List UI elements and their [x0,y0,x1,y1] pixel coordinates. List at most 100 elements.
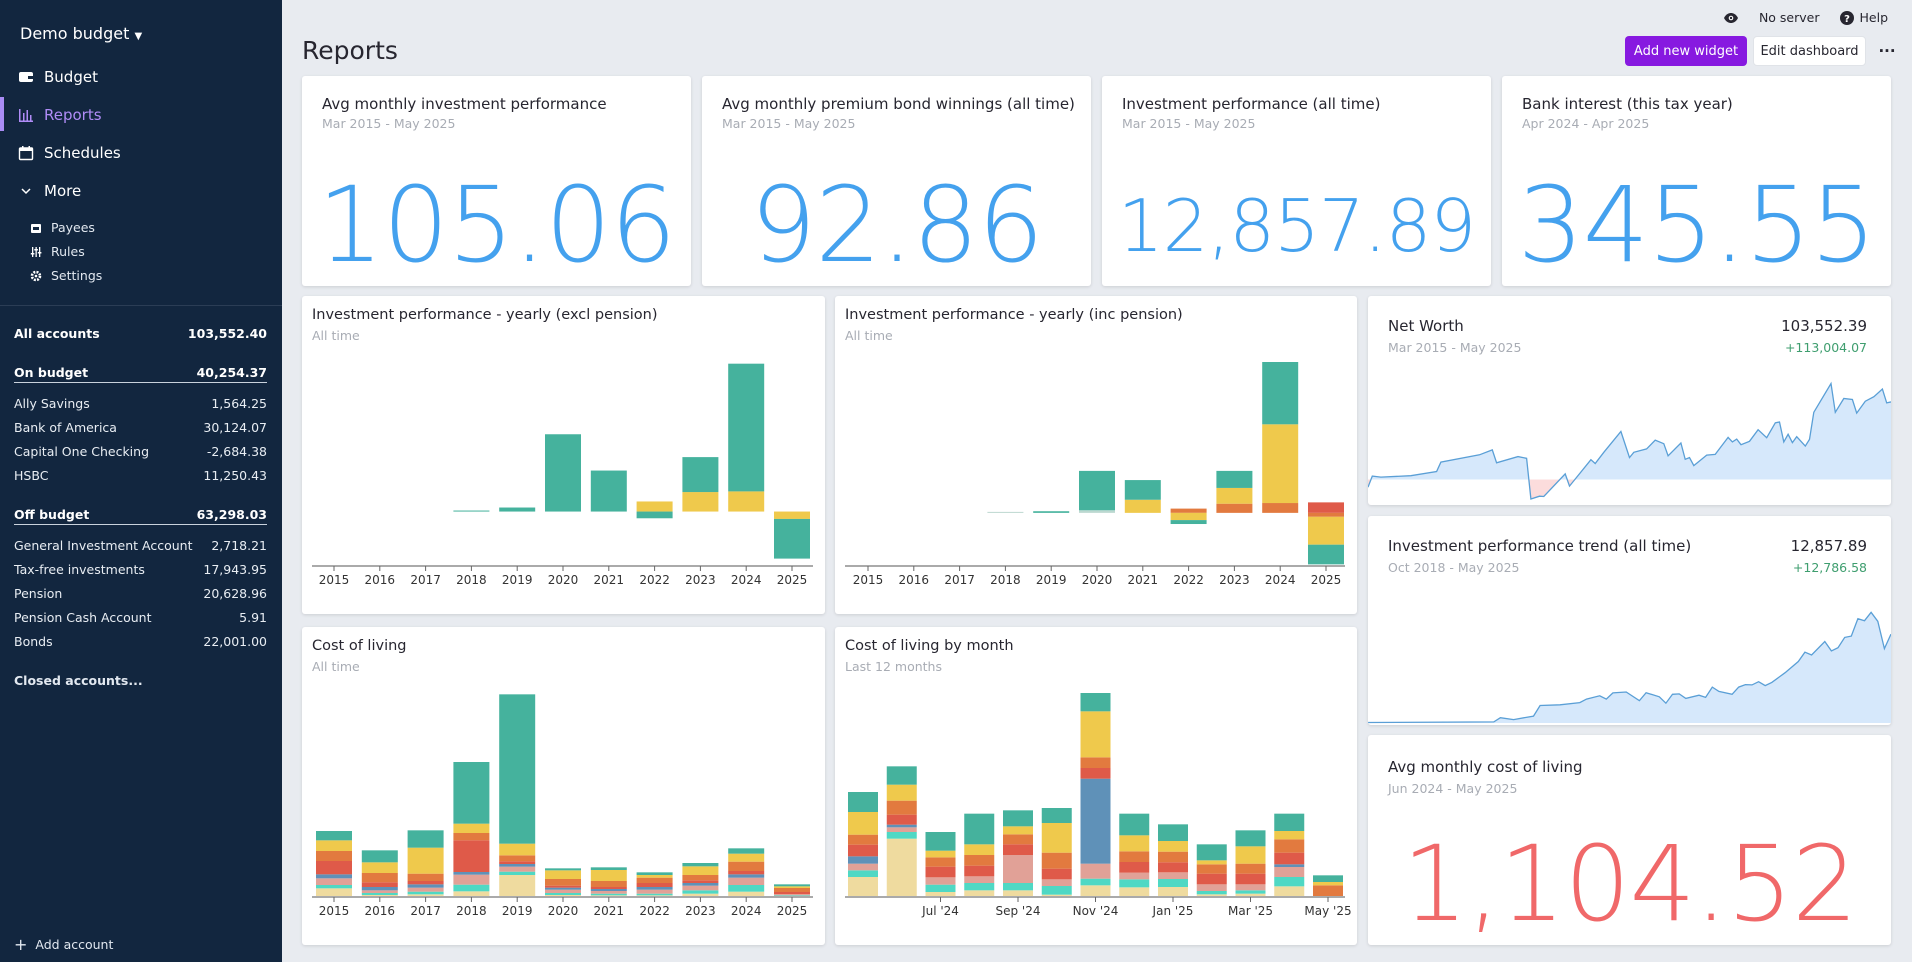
bar-segment[interactable] [1003,826,1033,835]
bar-segment[interactable] [1196,891,1227,895]
bar-segment[interactable] [316,831,352,841]
bar-segment[interactable] [1262,424,1299,504]
bar-segment[interactable] [1216,470,1253,488]
bar-segment[interactable] [1003,834,1033,845]
bar-segment[interactable] [316,878,352,885]
bar-segment[interactable] [925,884,956,892]
bar-segment[interactable] [453,510,490,512]
bar-segment[interactable] [886,832,917,839]
chart-card-cost-of-living-month[interactable]: Cost of living by month Last 12 months J… [835,627,1357,945]
bar-segment[interactable] [848,856,878,864]
bar-segment[interactable] [499,861,536,864]
bar-segment[interactable] [1274,877,1305,887]
bar-segment[interactable] [1313,875,1343,882]
bar-segment[interactable] [545,889,581,893]
on-budget-group[interactable]: On budget 40,254.37 [14,365,267,383]
bar-segment[interactable] [499,507,536,512]
bar-segment[interactable] [316,861,352,875]
bar-segment[interactable] [1196,860,1227,865]
bar-segment[interactable] [1274,831,1305,840]
bar-segment[interactable] [499,843,536,856]
bar-segment[interactable] [636,511,673,519]
bar-segment[interactable] [886,827,917,832]
bar-segment[interactable] [453,884,490,892]
bar-segment[interactable] [361,882,398,887]
bar-segment[interactable] [1235,863,1266,874]
bar-segment[interactable] [1041,886,1072,895]
bar-segment[interactable] [453,874,490,885]
account-row[interactable]: Ally Savings 1,564.25 [14,396,267,411]
bar-segment[interactable] [361,850,398,863]
all-accounts[interactable]: All accounts 103,552.40 [14,326,267,341]
bar-segment[interactable] [1235,846,1266,864]
bar-segment[interactable] [1080,693,1111,712]
bar-segment[interactable] [590,881,627,887]
account-row[interactable]: Tax-free investments 17,943.95 [14,562,267,577]
bar-segment[interactable] [545,879,581,886]
bar-segment[interactable] [728,874,765,878]
account-row[interactable]: Capital One Checking -2,684.38 [14,444,267,459]
bar-segment[interactable] [590,893,627,896]
bar-segment[interactable] [407,847,444,874]
bar-segment[interactable] [453,891,490,897]
bar-segment[interactable] [407,830,444,848]
bar-segment[interactable] [590,867,627,870]
add-account-button[interactable]: + Add account [14,935,113,954]
nav-schedules[interactable]: Schedules [18,144,121,162]
bar-segment[interactable] [636,889,673,894]
bar-segment[interactable] [316,885,352,889]
nav-more[interactable]: More [18,182,81,200]
bar-segment[interactable] [545,887,581,890]
bar-segment[interactable] [545,868,581,871]
bar-segment[interactable] [1003,883,1033,891]
bar-segment[interactable] [728,871,765,875]
bar-segment[interactable] [964,890,995,897]
bar-segment[interactable] [728,891,765,897]
bar-segment[interactable] [848,812,878,835]
bar-segment[interactable] [590,887,627,889]
bar-segment[interactable] [682,875,719,881]
summary-card[interactable]: Bank interest (this tax year) Apr 2024 -… [1502,76,1891,286]
trend-line[interactable] [1368,611,1891,724]
bar-segment[interactable] [774,511,810,519]
bar-segment[interactable] [407,894,444,897]
bar-segment[interactable] [1170,508,1207,513]
account-row[interactable]: Bonds 22,001.00 [14,634,267,649]
bar-segment[interactable] [886,800,917,815]
bar-segment[interactable] [848,870,878,877]
bar-segment[interactable] [1313,885,1343,897]
summary-card[interactable]: Avg monthly cost of living Jun 2024 - Ma… [1368,735,1891,945]
bar-segment[interactable] [453,872,490,875]
account-row[interactable]: Bank of America 30,124.07 [14,420,267,435]
bar-segment[interactable] [361,887,398,891]
bar-segment[interactable] [1308,544,1344,565]
bar-segment[interactable] [499,866,536,872]
bar-segment[interactable] [545,870,581,879]
help-button[interactable]: ? Help [1839,10,1888,25]
bar-segment[interactable] [636,872,673,875]
bar-segment[interactable] [774,886,810,888]
bar-segment[interactable] [1080,878,1111,886]
bar-segment[interactable] [1119,851,1150,862]
bar-segment[interactable] [682,863,719,867]
bar-segment[interactable] [499,694,536,844]
bar-segment[interactable] [682,885,719,891]
bar-segment[interactable] [886,766,917,785]
chart-card-inv-excl[interactable]: Investment performance - yearly (excl pe… [302,296,825,614]
bar-segment[interactable] [1041,879,1072,886]
bar-segment[interactable] [1235,890,1266,894]
bar-segment[interactable] [1119,835,1150,852]
bar-segment[interactable] [1124,499,1161,513]
add-new-widget-button[interactable]: Add new widget [1625,36,1747,66]
bar-segment[interactable] [682,893,719,897]
bar-segment[interactable] [1216,487,1253,504]
bar-segment[interactable] [682,866,719,875]
bar-segment[interactable] [636,877,673,883]
bar-segment[interactable] [1274,852,1305,865]
bar-segment[interactable] [1080,863,1111,879]
bar-segment[interactable] [886,814,917,825]
bar-segment[interactable] [316,874,352,879]
bar-segment[interactable] [1003,855,1033,883]
chart-card-inv-inc[interactable]: Investment performance - yearly (inc pen… [835,296,1357,614]
bar-segment[interactable] [848,863,878,871]
